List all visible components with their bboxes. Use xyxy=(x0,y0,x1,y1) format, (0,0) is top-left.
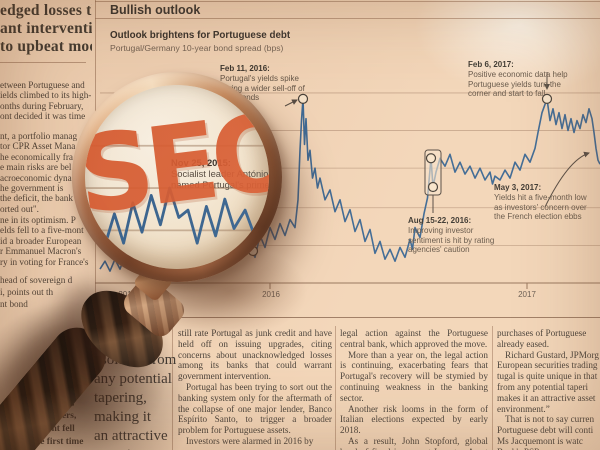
paragraph: Investors were alarmed in 2016 by xyxy=(186,435,314,446)
chart-kicker: Bullish outlook xyxy=(110,3,201,17)
annotation-date: May 3, 2017: xyxy=(494,183,542,192)
text-line: purchases of Portuguese xyxy=(497,328,587,338)
pull-quote-line: asset in xyxy=(94,446,180,450)
x-tick-label: 2017 xyxy=(518,290,536,299)
text-line: already eased. xyxy=(497,338,550,349)
text-line: etween Portuguese and xyxy=(0,80,85,90)
text-line: ont decided it was time xyxy=(0,111,86,122)
article-column-3: purchases of Portuguese already eased. R… xyxy=(497,328,600,450)
x-tick-label: 2016 xyxy=(259,290,283,299)
left-column-headline: edged losses that ant intervention to up… xyxy=(0,2,92,56)
paragraph: Portugal has been trying to sort out the… xyxy=(178,381,332,436)
hairline xyxy=(0,62,86,63)
text-line: id a broader European xyxy=(0,235,82,246)
annotation-text: Portuguese yields turn the xyxy=(468,79,561,89)
hairline xyxy=(95,18,600,19)
annotation-text: the French election ebbs xyxy=(494,212,582,222)
annotation-feb6: Feb 6, 2017: Positive economic data help… xyxy=(468,60,580,99)
annotation-text: Positive economic data help xyxy=(468,69,568,79)
column-rule xyxy=(492,326,493,450)
annotation-date: Feb 6, 2017: xyxy=(468,60,514,69)
may3-arrow xyxy=(544,151,590,208)
text-line: Portuguese debt will conti xyxy=(497,425,594,436)
text-line: environment.” xyxy=(497,403,550,414)
text-line: from any potential taperi xyxy=(497,381,589,392)
event-marker xyxy=(297,93,309,104)
paragraph: legal action against the Portuguese cent… xyxy=(340,328,488,349)
text-line: acroeconomic dyna xyxy=(0,172,72,183)
paragraph: More than a year on, the legal action is… xyxy=(340,349,488,403)
magnifier-lens: Nov 25, 2015: Socialist leader António C… xyxy=(85,85,269,269)
annotation-may3: May 3, 2017: Yields hit a five-month low… xyxy=(494,183,600,222)
annotation-text: Socialist leader António Costa is xyxy=(171,168,269,179)
annotation-text: during a wider sell-off of xyxy=(220,83,305,93)
paragraph: As a result, John Stopford, global head … xyxy=(340,435,488,450)
text-line: r Emmanuel Macron's xyxy=(0,246,82,257)
text-line: Ms Jacquemont is watc xyxy=(497,435,583,446)
pull-quote-line: tapering, xyxy=(94,390,147,406)
text-line: Richard Gustard, JPMorg xyxy=(505,349,599,360)
table-light-corner xyxy=(380,0,600,120)
event-marker xyxy=(541,93,553,104)
text-line: e main risks are bel xyxy=(0,162,72,173)
text-line: tugal is quite unique in that xyxy=(497,371,598,382)
text-line: tor CPR Asset Mana xyxy=(0,141,76,152)
annotation-date: Nov 25, 2015: xyxy=(171,157,231,168)
feb11-arrow xyxy=(284,99,298,107)
paragraph: Another risk looms in the form of Italia… xyxy=(340,403,488,436)
text-line: makes it an attractive asset xyxy=(497,392,596,403)
annotation-text: Portugal's yields spike xyxy=(220,73,299,83)
event-marker xyxy=(425,153,437,164)
text-line: Bank's PSP xyxy=(497,447,600,450)
pull-quote-line: any potential xyxy=(94,371,172,387)
annotation-text: agencies' caution xyxy=(408,245,470,255)
annotation-text: sentiment is hit by rating xyxy=(408,235,495,245)
seo-graffiti-text: SEO xyxy=(85,89,269,238)
text-line: onths during February, xyxy=(0,100,84,111)
annotation-date: Feb 11, 2016: xyxy=(220,64,270,73)
left-column-paragraph: nt, a portfolio manag tor CPR Asset Mana… xyxy=(0,131,92,214)
annotation-text: Yields hit a five-month low xyxy=(494,192,587,202)
chart-subtitle: Portugal/Germany 10-year bond spread (bp… xyxy=(110,43,284,53)
text-line: European securities trading xyxy=(497,360,598,371)
headline-line: edged losses that xyxy=(0,2,92,19)
annotation-date: Aug 15-22, 2016: xyxy=(408,216,472,225)
annotation-aug: Aug 15-22, 2016: Improving investor sent… xyxy=(408,216,506,255)
headline-line: to upbeat mood xyxy=(0,38,92,55)
text-line: nt, a portfolio manag xyxy=(0,131,78,141)
text-line: elds fell to a five-mont xyxy=(0,225,84,236)
annotation-text: corner and start to fall xyxy=(468,89,546,99)
pull-quote-line: an attractive xyxy=(94,428,168,444)
text-line: he government is xyxy=(0,183,64,194)
annotation-nov25: Nov 25, 2015: Socialist leader António C… xyxy=(171,157,269,190)
text-line: he economically fra xyxy=(0,151,73,162)
event-marker xyxy=(427,181,439,193)
text-line: ields climbed to its high- xyxy=(0,90,92,101)
annotation-text: named Portugal's prime minister xyxy=(171,179,269,190)
hairline xyxy=(88,317,600,318)
headline-line: ant intervention xyxy=(0,20,92,37)
pull-quote-line: making it xyxy=(94,409,152,425)
text-line: the deficit, the bank xyxy=(0,193,73,204)
annotation-text: Improving investor xyxy=(408,225,474,235)
text-line: That is not to say curren xyxy=(505,414,595,425)
text-line: ne in its optimism. P xyxy=(0,215,76,225)
hairline xyxy=(95,1,600,2)
left-column-paragraph: etween Portuguese and ields climbed to i… xyxy=(0,80,92,122)
article-column-2: legal action against the Portuguese cent… xyxy=(340,328,488,450)
chart-title: Outlook brightens for Portuguese debt xyxy=(110,30,291,41)
annotation-text: as investors' concern over xyxy=(494,202,587,212)
text-line: orted out". xyxy=(0,203,39,214)
column-rule xyxy=(335,326,336,450)
